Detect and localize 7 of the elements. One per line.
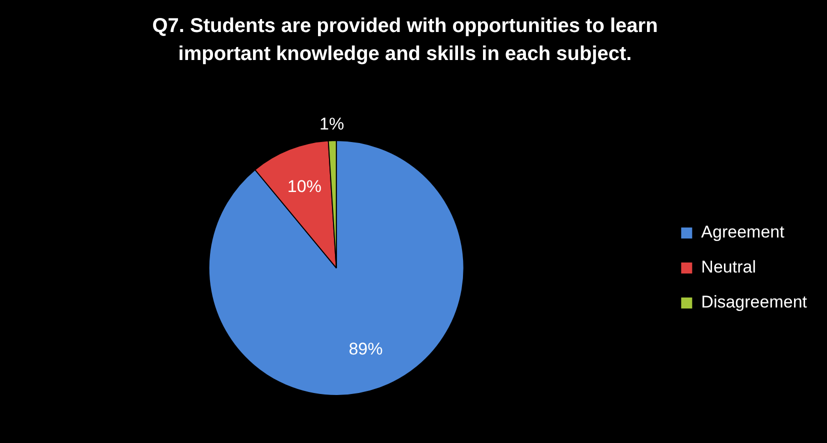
legend-label: Agreement [701,222,785,242]
chart-title: Q7. Students are provided with opportunities to learn important knowledge and skills in each subject. [151,14,659,67]
legend-label: Disagreement [701,292,808,312]
data-label: 89% [348,339,383,358]
data-label: 1% [320,114,344,134]
legend-label: Neutral [701,258,756,277]
data-label: 10% [287,177,322,196]
